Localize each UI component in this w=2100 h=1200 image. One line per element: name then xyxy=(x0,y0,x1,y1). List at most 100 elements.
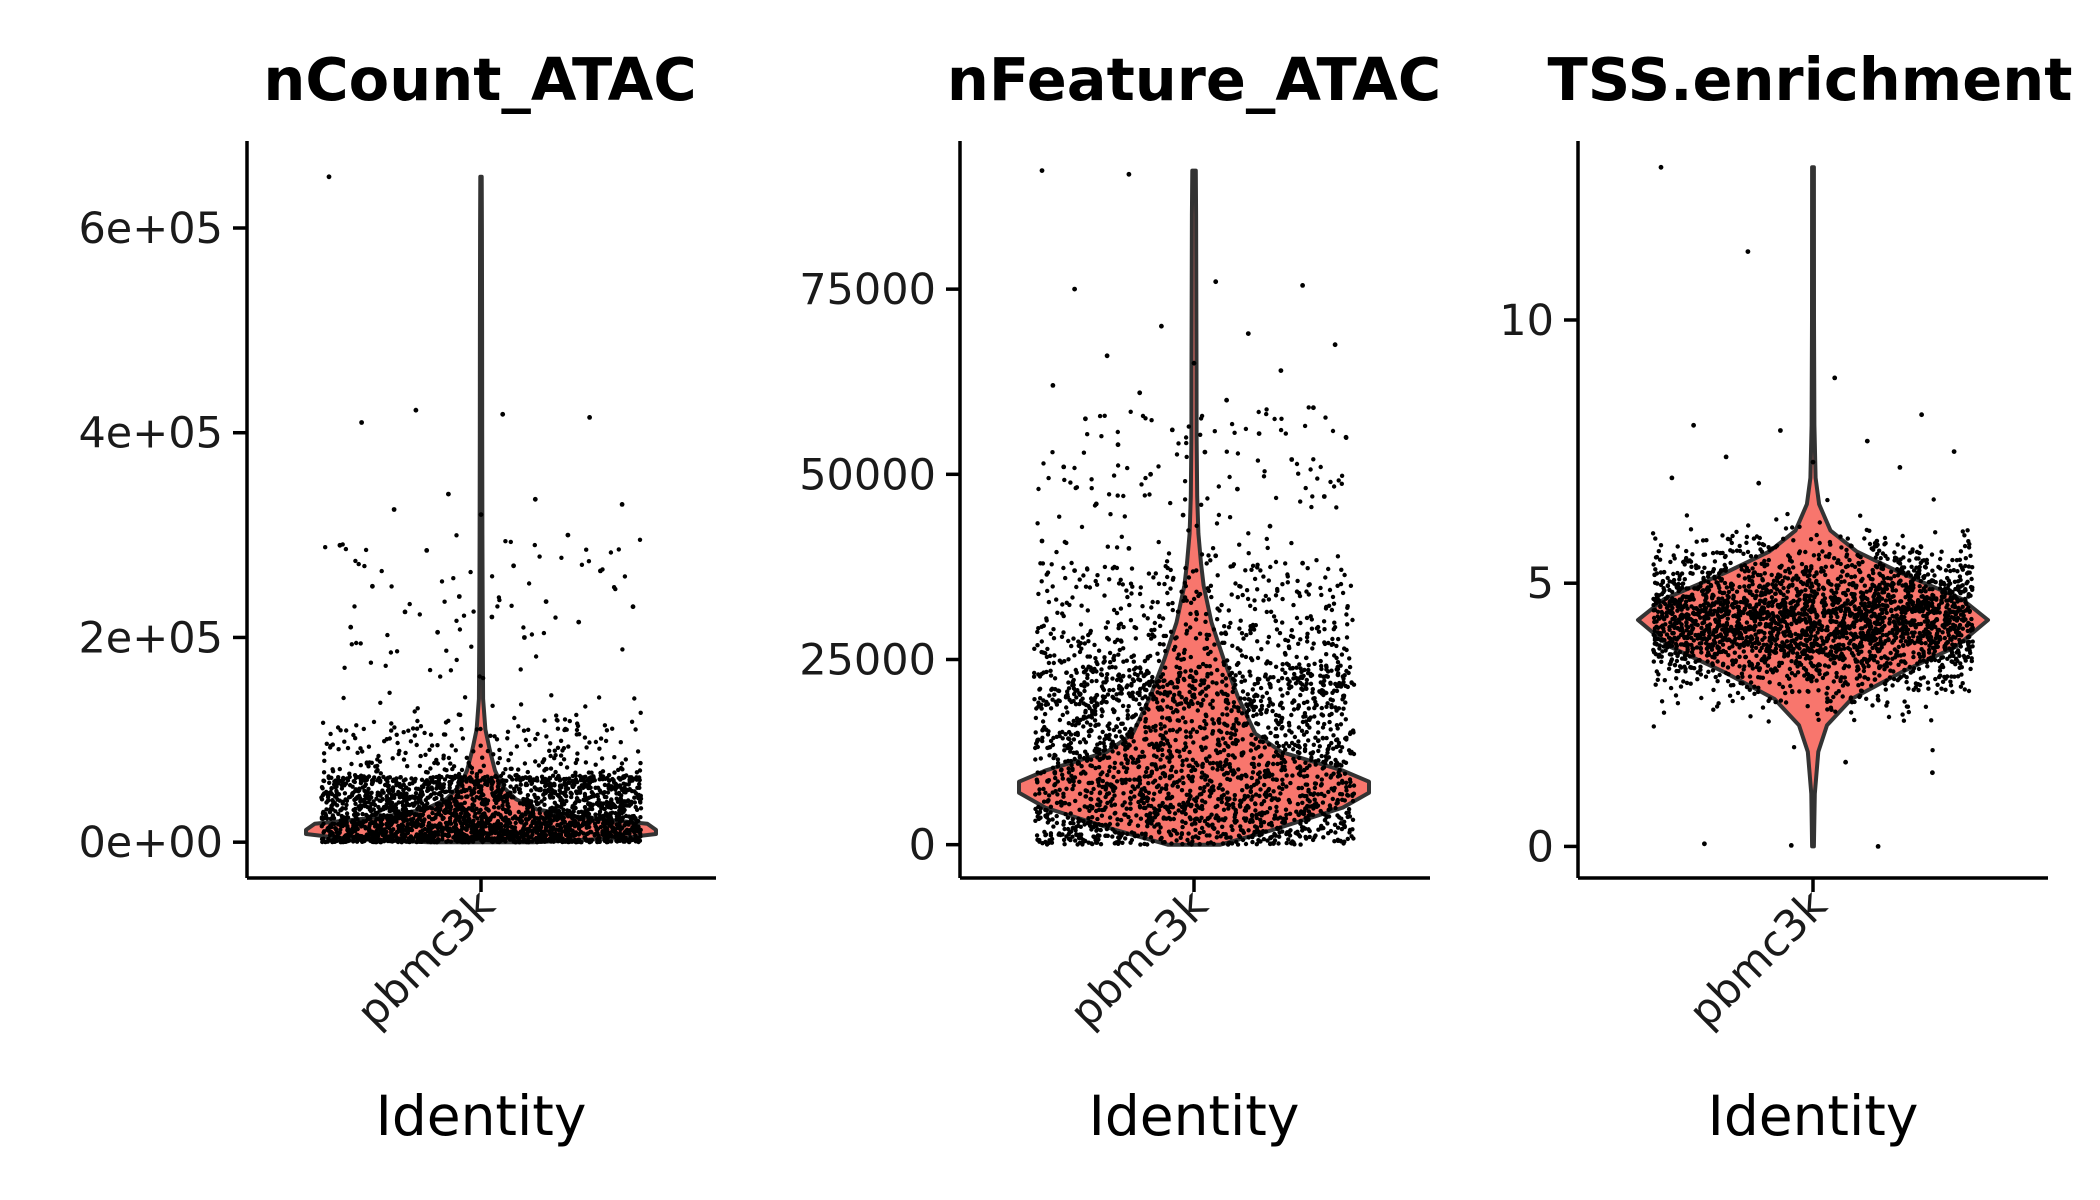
data-point xyxy=(1106,724,1110,728)
data-point xyxy=(414,825,418,829)
outlier-point xyxy=(435,630,440,635)
data-point xyxy=(1284,813,1288,817)
data-point xyxy=(390,839,394,843)
data-point xyxy=(492,814,496,818)
data-point xyxy=(1034,730,1038,734)
data-point xyxy=(1125,746,1129,750)
data-point xyxy=(634,839,638,843)
data-point xyxy=(548,754,552,758)
data-point xyxy=(1348,665,1352,669)
data-point xyxy=(340,823,344,827)
data-point xyxy=(1326,748,1330,752)
data-point xyxy=(590,807,594,811)
data-point xyxy=(1066,657,1070,661)
data-point xyxy=(1129,755,1133,759)
data-point xyxy=(401,788,405,792)
data-point xyxy=(1143,774,1147,778)
data-point xyxy=(355,817,359,821)
data-point xyxy=(471,791,475,795)
data-point xyxy=(1254,782,1258,786)
data-point xyxy=(1085,567,1089,571)
data-point xyxy=(456,804,460,808)
data-point xyxy=(1052,661,1056,665)
data-point xyxy=(1326,567,1330,571)
data-point xyxy=(1062,748,1066,752)
data-point xyxy=(450,829,454,833)
data-point xyxy=(445,827,449,831)
data-point xyxy=(1041,719,1045,723)
data-point xyxy=(471,780,475,784)
data-point xyxy=(1082,737,1086,741)
data-point xyxy=(1280,693,1284,697)
data-point xyxy=(1114,734,1118,738)
data-point xyxy=(572,783,576,787)
data-point xyxy=(1311,457,1315,461)
data-point xyxy=(1312,743,1316,747)
data-point xyxy=(451,576,455,580)
data-point xyxy=(1109,803,1113,807)
data-point xyxy=(462,614,466,618)
data-point xyxy=(553,770,557,774)
data-point xyxy=(1136,673,1140,677)
data-point xyxy=(1116,463,1120,467)
data-point xyxy=(418,813,422,817)
data-point xyxy=(1052,693,1056,697)
data-point xyxy=(1219,834,1223,838)
data-point xyxy=(638,761,642,765)
data-point xyxy=(1304,486,1308,490)
data-point xyxy=(1195,612,1199,616)
data-point xyxy=(1267,787,1271,791)
data-point xyxy=(1335,667,1339,671)
data-point xyxy=(1104,626,1108,630)
data-point xyxy=(1269,610,1273,614)
data-point xyxy=(410,828,414,832)
data-point xyxy=(415,727,419,731)
data-point xyxy=(1121,704,1125,708)
data-point xyxy=(1226,803,1230,807)
data-point xyxy=(1147,814,1151,818)
data-point xyxy=(1239,800,1243,804)
data-point xyxy=(1306,566,1310,570)
data-point xyxy=(1280,668,1284,672)
data-point xyxy=(338,808,342,812)
data-point xyxy=(1097,808,1101,812)
data-point xyxy=(518,777,522,781)
data-point xyxy=(492,805,496,809)
data-point xyxy=(553,615,557,619)
data-point xyxy=(1333,806,1337,810)
data-point xyxy=(1168,749,1172,753)
data-point xyxy=(1327,744,1331,748)
data-point xyxy=(1274,560,1278,564)
data-point xyxy=(454,787,458,791)
data-point xyxy=(453,820,457,824)
data-point xyxy=(1258,568,1262,572)
data-point xyxy=(1076,762,1080,766)
data-point xyxy=(413,795,417,799)
data-point xyxy=(1096,722,1100,726)
data-point xyxy=(1049,673,1053,677)
data-point xyxy=(372,720,376,724)
data-point xyxy=(1328,480,1332,484)
data-point xyxy=(1341,707,1345,711)
data-point xyxy=(350,785,354,789)
data-point xyxy=(530,832,534,836)
data-point xyxy=(513,773,517,777)
data-point xyxy=(1252,708,1256,712)
data-point xyxy=(1319,465,1323,469)
data-point xyxy=(1321,760,1325,764)
data-point xyxy=(1344,785,1348,789)
data-point xyxy=(1215,691,1219,695)
data-point xyxy=(1333,705,1337,709)
data-point xyxy=(1227,608,1231,612)
data-point xyxy=(537,763,541,767)
data-point xyxy=(1081,573,1085,577)
data-point xyxy=(1037,687,1041,691)
data-point xyxy=(1257,410,1261,414)
data-point xyxy=(1280,829,1284,833)
data-point xyxy=(1080,525,1084,529)
data-point xyxy=(1303,714,1307,718)
data-point xyxy=(1078,792,1082,796)
data-point xyxy=(1165,575,1169,579)
data-point xyxy=(523,761,527,765)
data-point xyxy=(1264,594,1268,598)
